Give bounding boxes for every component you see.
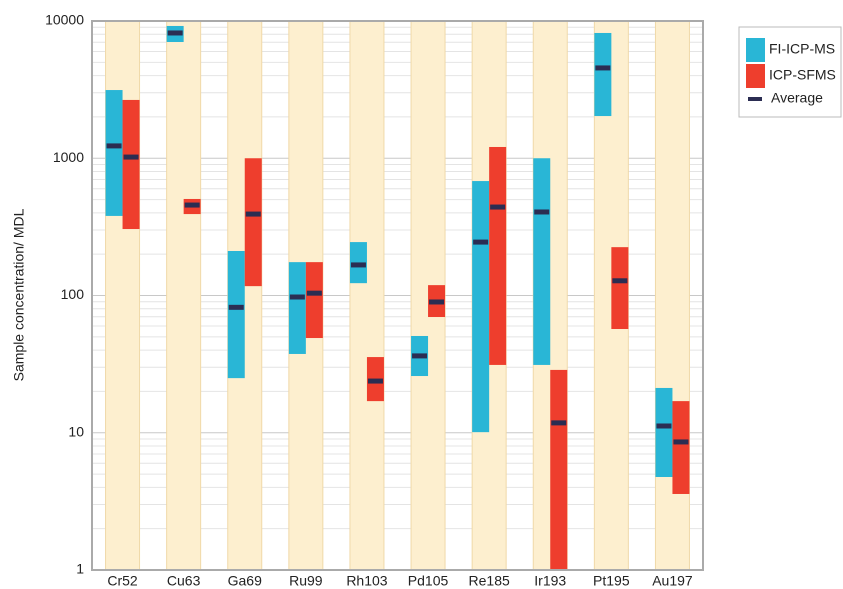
- y-axis-label: Sample concentration/ MDL: [11, 208, 27, 381]
- plot-frame: [91, 20, 704, 571]
- average-marker: [245, 211, 261, 217]
- legend-swatch: [746, 38, 765, 62]
- x-tick-label: Ir193: [534, 573, 566, 589]
- range-bar: [655, 387, 673, 477]
- x-tick-label: Re185: [469, 573, 510, 589]
- average-marker: [656, 423, 672, 429]
- average-marker: [551, 420, 567, 426]
- range-bar: [533, 158, 551, 365]
- x-tick-label: Ru99: [289, 573, 323, 589]
- average-marker: [228, 304, 244, 310]
- legend-swatch: [748, 97, 762, 101]
- legend: FI-ICP-MS ICP-SFMS Average: [738, 26, 842, 118]
- range-bar: [244, 158, 262, 287]
- average-marker: [106, 143, 122, 149]
- range-bar: [489, 146, 507, 365]
- range-bar: [305, 262, 323, 339]
- range-bar: [122, 99, 140, 230]
- average-marker: [123, 154, 139, 160]
- legend-label: FI-ICP-MS: [769, 41, 835, 57]
- category-band: [166, 20, 202, 571]
- range-bar: [227, 250, 245, 379]
- range-bar: [550, 369, 568, 570]
- average-marker: [612, 278, 628, 284]
- range-bar: [288, 262, 306, 354]
- x-tick-label: Pt195: [593, 573, 630, 589]
- range-bar: [672, 401, 690, 494]
- y-tick-label: 100: [61, 286, 85, 302]
- average-marker: [473, 239, 489, 245]
- average-marker: [350, 262, 366, 268]
- y-tick-label: 1000: [53, 149, 84, 165]
- range-bar: [105, 90, 123, 216]
- average-marker: [429, 299, 445, 305]
- average-marker: [595, 65, 611, 71]
- average-marker: [490, 204, 506, 210]
- average-marker: [367, 378, 383, 384]
- average-marker: [673, 439, 689, 445]
- average-marker: [184, 202, 200, 208]
- category-band: [349, 20, 385, 571]
- x-tick-label: Cr52: [107, 573, 138, 589]
- y-tick-label: 10: [68, 423, 84, 439]
- average-marker: [167, 30, 183, 36]
- average-marker: [534, 209, 550, 215]
- y-tick-label: 1: [76, 561, 84, 577]
- x-tick-label: Au197: [652, 573, 693, 589]
- y-tick-label: 10000: [45, 12, 84, 28]
- x-tick-label: Ga69: [228, 573, 262, 589]
- legend-swatch: [746, 64, 765, 88]
- x-tick-label: Cu63: [167, 573, 201, 589]
- x-tick-label: Rh103: [346, 573, 387, 589]
- range-bar: [594, 32, 612, 117]
- average-marker: [412, 353, 428, 359]
- range-bar: [472, 181, 490, 433]
- legend-label: Average: [771, 90, 823, 106]
- x-tick-label: Pd105: [408, 573, 449, 589]
- range-bar: [611, 247, 629, 330]
- legend-label: ICP-SFMS: [769, 67, 836, 83]
- average-marker: [306, 290, 322, 296]
- average-marker: [289, 294, 305, 300]
